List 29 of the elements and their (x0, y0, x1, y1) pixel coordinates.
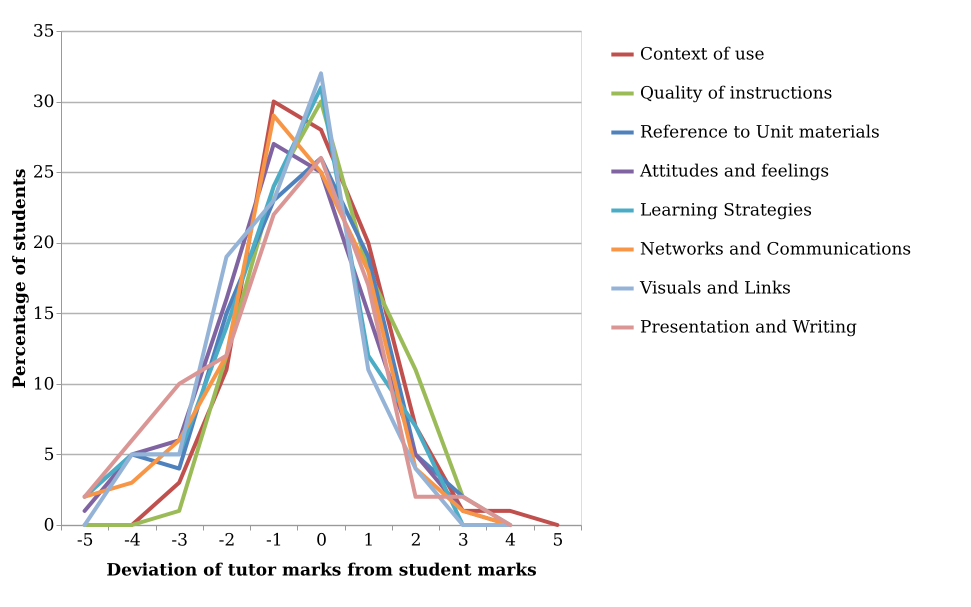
legend-label: Quality of instructions (640, 84, 832, 104)
y-tick-label: 0 (44, 516, 54, 536)
x-tick-label: 4 (505, 530, 516, 550)
y-tick-label: 10 (32, 374, 54, 394)
x-tick-label: 5 (552, 530, 564, 550)
x-tick-label: -4 (124, 530, 141, 550)
x-tick-label: -1 (266, 530, 283, 550)
x-tick-label: 3 (458, 530, 469, 550)
legend-label: Presentation and Writing (640, 318, 858, 338)
legend-label: Context of use (640, 44, 765, 64)
x-tick-label: -5 (76, 530, 94, 550)
y-tick-label: 15 (32, 304, 54, 324)
x-tick-label: -2 (218, 530, 236, 550)
x-tick-label: 1 (363, 530, 374, 550)
y-tick-label: 20 (32, 233, 54, 254)
legend-label: Networks and Communications (640, 240, 912, 260)
y-tick-label: 30 (32, 92, 54, 112)
x-tick-label: 2 (410, 530, 422, 550)
x-tick-label: 0 (316, 530, 327, 550)
x-axis-title: Deviation of tutor marks from student marks (106, 560, 537, 580)
y-tick-label: 25 (32, 162, 54, 183)
x-tick-label: -3 (171, 530, 188, 550)
legend-label: Reference to Unit materials (640, 122, 880, 142)
y-tick-label: 5 (44, 444, 54, 465)
legend-label: Attitudes and feelings (639, 162, 830, 182)
legend-label: Visuals and Links (639, 278, 791, 298)
y-tick-label: 35 (32, 22, 54, 42)
y-axis-title: Percentage of students (10, 168, 30, 388)
legend-label: Learning Strategies (640, 200, 812, 220)
